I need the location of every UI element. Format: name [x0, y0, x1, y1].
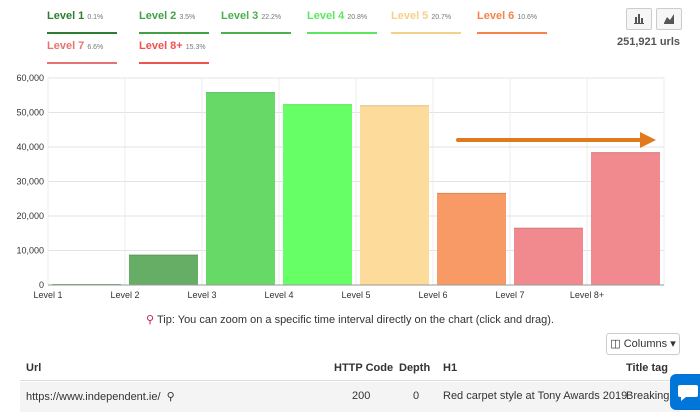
legend-percent: 6.6%: [87, 44, 104, 51]
x-tick-label: Level 6: [418, 290, 447, 300]
bar-chart-view-button[interactable]: [626, 8, 652, 30]
cell-title-tag: Breaking: [626, 390, 670, 402]
bar[interactable]: [437, 192, 506, 285]
bar[interactable]: [591, 152, 660, 285]
columns-button[interactable]: ◫ Columns ▾: [606, 333, 680, 355]
annotation-arrow-head: [640, 132, 656, 148]
tip-text: Tip: You can zoom on a specific time int…: [156, 314, 554, 326]
legend-item[interactable]: Level 8+ 15.3%: [139, 40, 209, 64]
bar-top-edge: [360, 105, 429, 107]
legend-percent: 10.6%: [517, 14, 538, 21]
x-tick-label: Level 4: [264, 290, 293, 300]
legend-underline: [477, 32, 547, 34]
cell-h1: Red carpet style at Tony Awards 2019: [443, 390, 628, 402]
legend-underline: [307, 32, 377, 34]
columns-icon: ◫: [610, 338, 621, 350]
legend-underline: [221, 32, 291, 34]
col-header-title-tag[interactable]: Title tag: [626, 362, 668, 374]
legend-underline: [139, 32, 209, 34]
legend-label: Level 8+: [139, 40, 183, 52]
legend-item[interactable]: Level 1 0.1%: [47, 10, 117, 34]
bar-top-edge: [129, 254, 198, 256]
zoom-tip: ⚲ Tip: You can zoom on a specific time i…: [0, 313, 700, 326]
y-tick-label: 10,000: [16, 246, 44, 256]
bar-chart[interactable]: 0 10,000 20,000 30,000 40,000 50,000 60,000 Lev…: [0, 64, 700, 309]
columns-label: Columns: [623, 338, 668, 350]
bar[interactable]: [283, 104, 352, 285]
y-tick-label: 50,000: [16, 108, 44, 118]
legend-label: Level 2: [139, 10, 177, 22]
legend-item[interactable]: Level 6 10.6%: [477, 10, 547, 34]
legend-item[interactable]: Level 3 22.2%: [221, 10, 291, 34]
caret-down-icon: ▾: [670, 338, 676, 350]
chat-icon: [678, 385, 698, 401]
cell-url[interactable]: https://www.independent.ie/ ⚲: [26, 391, 175, 403]
y-tick-label: 40,000: [16, 142, 44, 152]
y-tick-label: 0: [39, 280, 44, 290]
legend-percent: 20.8%: [347, 14, 368, 21]
legend-item[interactable]: Level 7 6.6%: [47, 40, 117, 64]
bar-top-edge: [283, 104, 352, 106]
cell-depth: 0: [413, 390, 420, 402]
y-tick-label: 60,000: [16, 73, 44, 83]
y-tick-label: 30,000: [16, 177, 44, 187]
url-count: 251,921 urls: [617, 36, 680, 48]
legend-item[interactable]: Level 5 20.7%: [391, 10, 461, 34]
bar-top-edge: [206, 92, 275, 94]
bar[interactable]: [206, 92, 275, 285]
zoom-icon: ⚲: [146, 314, 155, 326]
legend-label: Level 4: [307, 10, 345, 22]
y-tick-label: 20,000: [16, 211, 44, 221]
legend-label: Level 5: [391, 10, 429, 22]
area-chart-icon: [664, 14, 674, 24]
legend-percent: 15.3%: [185, 44, 206, 51]
bar-top-edge: [437, 192, 506, 194]
x-tick-label: Level 2: [110, 290, 139, 300]
table-row[interactable]: [20, 382, 680, 412]
legend-underline: [47, 62, 117, 64]
legend-label: Level 3: [221, 10, 259, 22]
bar-top-edge: [591, 152, 660, 154]
col-header-h1[interactable]: H1: [443, 362, 458, 374]
x-tick-label: Level 1: [33, 290, 62, 300]
area-chart-view-button[interactable]: [656, 8, 682, 30]
bar[interactable]: [360, 105, 429, 285]
legend-item[interactable]: Level 4 20.8%: [307, 10, 377, 34]
legend-percent: 0.1%: [87, 14, 104, 21]
col-header-depth[interactable]: Depth: [399, 362, 431, 374]
legend-percent: 22.2%: [261, 14, 282, 21]
col-header-http-code[interactable]: HTTP Code: [334, 362, 394, 374]
legend-percent: 20.7%: [431, 14, 452, 21]
legend-underline: [139, 62, 209, 64]
bar[interactable]: [129, 254, 198, 285]
legend-label: Level 7: [47, 40, 85, 52]
legend-item[interactable]: Level 2 3.5%: [139, 10, 209, 34]
legend-label: Level 1: [47, 10, 85, 22]
x-tick-label: Level 8+: [570, 290, 604, 300]
legend-percent: 3.5%: [179, 14, 196, 21]
bar[interactable]: [514, 227, 583, 285]
header-divider: [20, 380, 680, 381]
chat-button[interactable]: [670, 374, 700, 410]
bar-chart-icon: [634, 14, 644, 24]
x-tick-label: Level 7: [495, 290, 524, 300]
legend-label: Level 6: [477, 10, 515, 22]
legend-underline: [391, 32, 461, 34]
cell-http-code: 200: [352, 390, 371, 402]
search-icon[interactable]: ⚲: [166, 391, 175, 403]
x-tick-label: Level 5: [341, 290, 370, 300]
bar-top-edge: [514, 227, 583, 229]
x-tick-label: Level 3: [187, 290, 216, 300]
legend-underline: [47, 32, 117, 34]
col-header-url[interactable]: Url: [26, 362, 42, 374]
